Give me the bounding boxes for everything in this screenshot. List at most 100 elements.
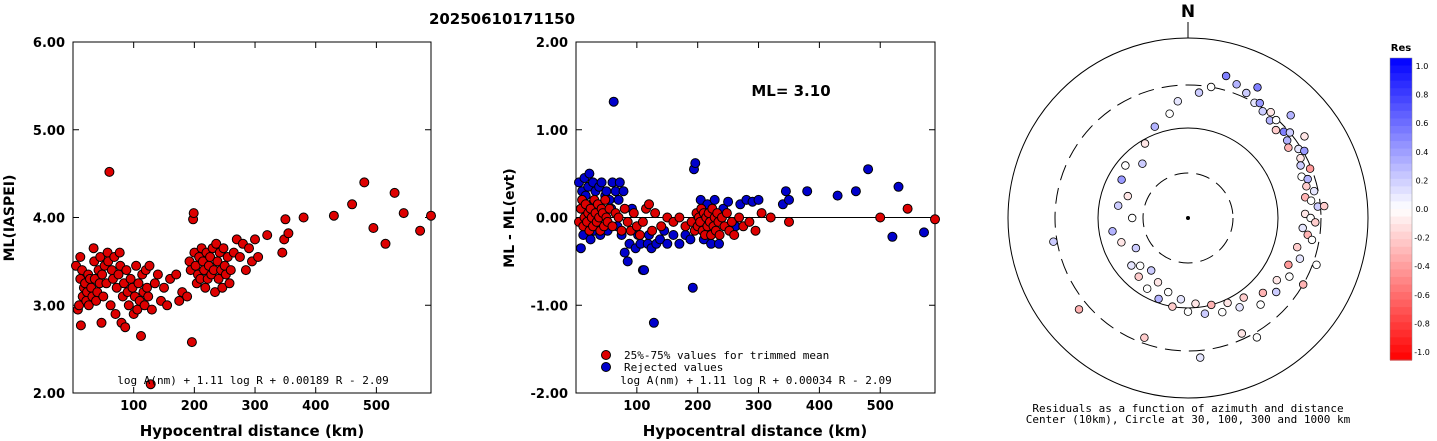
data-point — [637, 216, 648, 227]
data-point — [359, 177, 370, 188]
colorbar-tick-label: 0.2 — [1416, 176, 1429, 185]
colorbar-tick-label: 1.0 — [1416, 62, 1429, 71]
data-point — [648, 317, 659, 328]
station-point — [1207, 300, 1216, 310]
data-point — [104, 166, 115, 177]
data-point — [584, 168, 595, 179]
data-point — [298, 212, 309, 223]
data-point — [726, 216, 737, 227]
plot-frame-1 — [72, 41, 432, 394]
x-tick-label: 500 — [363, 399, 390, 414]
data-point — [262, 230, 273, 241]
data-point — [619, 203, 630, 214]
data-point — [608, 96, 619, 107]
colorbar-cell — [1390, 88, 1412, 97]
colorbar-tick-label: -0.4 — [1414, 262, 1430, 271]
station-point — [1218, 308, 1227, 317]
data-point — [690, 158, 701, 169]
data-point — [930, 214, 940, 225]
data-point — [687, 282, 698, 293]
station-point — [1140, 333, 1149, 342]
station-point — [1123, 191, 1132, 201]
data-point — [644, 199, 654, 210]
station-point — [1117, 175, 1126, 184]
data-point — [784, 194, 794, 205]
station-point — [1258, 107, 1267, 116]
data-point — [347, 199, 358, 210]
station-point — [1140, 139, 1150, 148]
colorbar-tick-label: 0.0 — [1416, 205, 1429, 214]
data-point — [802, 186, 813, 197]
colorbar-tick-label: -0.2 — [1414, 234, 1430, 243]
data-point — [131, 260, 142, 271]
north-label: N — [1181, 2, 1195, 22]
data-point — [200, 282, 211, 293]
station-point — [1163, 287, 1173, 297]
data-point — [105, 300, 116, 311]
station-point — [1302, 182, 1311, 191]
station-point — [1252, 333, 1262, 342]
caption-line-2: Center (10km), Circle at 30, 100, 300 an… — [1026, 413, 1351, 426]
colorbar-cell — [1390, 269, 1412, 278]
data-point — [601, 186, 612, 197]
data-point — [88, 243, 99, 254]
colorbar-cells — [1390, 58, 1412, 361]
station-point — [1284, 143, 1293, 152]
y-axis-ticks-1: 2.00 3.00 4.00 5.00 6.00 — [33, 36, 431, 402]
station-point — [1121, 161, 1130, 170]
data-point — [863, 164, 874, 175]
colorbar-cell — [1390, 186, 1412, 195]
station-point — [1150, 122, 1159, 131]
data-point — [250, 234, 260, 245]
station-point — [1312, 260, 1321, 269]
station-point — [1292, 242, 1302, 252]
data-point — [674, 212, 685, 223]
data-point — [143, 291, 154, 302]
colorbar-cell — [1390, 163, 1412, 172]
data-point — [685, 234, 696, 245]
station-point — [1298, 280, 1308, 289]
station-point — [1296, 153, 1305, 163]
colorbar-cell — [1390, 329, 1412, 338]
station-point — [1306, 196, 1316, 205]
ring-300km — [1054, 84, 1322, 352]
formula-2: log A(nm) + 1.11 log R + 0.00034 R - 2.0… — [620, 374, 892, 387]
data-point — [186, 337, 197, 348]
legend-label-rejected: Rejected values — [624, 361, 723, 374]
colorbar-cell — [1390, 352, 1412, 361]
ring-30km — [1142, 172, 1234, 264]
station-point — [1271, 115, 1281, 125]
ring-1000km — [1007, 37, 1369, 399]
x-tick-label: 400 — [806, 399, 833, 414]
data-point — [95, 252, 106, 262]
colorbar-cell — [1390, 125, 1412, 135]
station-point — [1272, 276, 1281, 285]
colorbar-cell — [1390, 171, 1412, 180]
data-point — [280, 214, 291, 225]
data-point — [613, 194, 624, 205]
station-point — [1307, 235, 1317, 245]
data-point — [152, 269, 163, 280]
data-point — [162, 300, 173, 311]
data-point — [647, 225, 658, 236]
data-point — [744, 216, 755, 227]
colorbar-tick-label: -0.8 — [1414, 319, 1430, 328]
station-point — [1285, 272, 1294, 281]
x-tick-label: 400 — [302, 399, 329, 414]
colorbar-cell — [1390, 337, 1412, 346]
colorbar-cell — [1390, 110, 1412, 119]
station-point — [1300, 132, 1309, 141]
station-point — [1117, 238, 1126, 247]
station-point — [1255, 98, 1264, 108]
data-point — [607, 221, 618, 232]
data-point — [83, 300, 94, 311]
colorbar-cell — [1390, 276, 1412, 286]
data-point — [893, 181, 904, 192]
data-point — [585, 234, 596, 245]
data-point — [234, 252, 245, 262]
colorbar-cell — [1390, 314, 1412, 323]
data-point — [98, 291, 109, 302]
data-point — [188, 208, 199, 219]
colorbar-tick-label: -1.0 — [1414, 348, 1430, 357]
panel-ml-vs-distance: 2.00 3.00 4.00 5.00 6.00 100 200 300 400 500 ML(… — [2, 36, 436, 440]
